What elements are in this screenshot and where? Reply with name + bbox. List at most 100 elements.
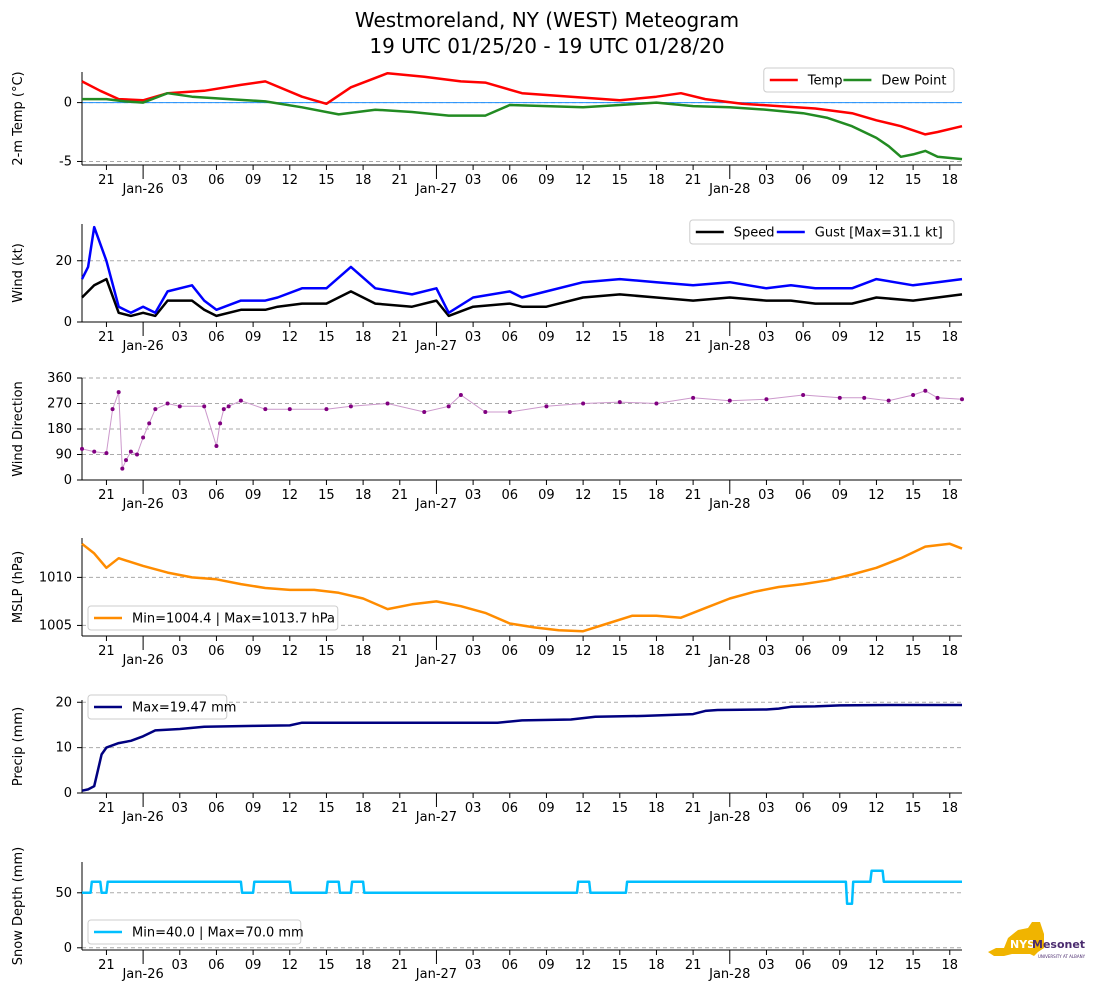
x-tick-label: 03: [758, 173, 775, 188]
x-tick-label: 21: [685, 801, 702, 816]
legend-box: [87, 605, 339, 631]
x-tick-label: 09: [245, 173, 262, 188]
x-tick-label: 03: [172, 173, 189, 188]
series-line: [82, 869, 962, 906]
x-tick-label: 12: [868, 801, 885, 816]
x-tick-label: 06: [502, 644, 519, 659]
x-tick-label: 03: [465, 173, 482, 188]
chart-title-line1: Westmoreland, NY (WEST) Meteogram: [354, 8, 740, 32]
x-tick-label: 03: [465, 644, 482, 659]
legend-box: [87, 919, 302, 945]
x-tick-label: 15: [612, 644, 629, 659]
data-point: [120, 466, 125, 471]
y-tick-label: 1005: [39, 618, 72, 633]
legend-label: Max=19.47 mm: [132, 701, 236, 716]
x-tick-label: 03: [465, 801, 482, 816]
data-point: [385, 401, 390, 406]
x-tick-label: 09: [538, 644, 555, 659]
x-tick-label: 15: [905, 958, 922, 973]
y-tick-label: 360: [47, 371, 72, 386]
legend-label: Min=1004.4 | Max=1013.7 hPa: [132, 612, 335, 627]
logo-subtext: UNIVERSITY AT ALBANY: [1038, 954, 1086, 959]
data-point: [218, 421, 223, 426]
x-tick-label: 12: [868, 330, 885, 345]
series-line: [82, 91, 963, 161]
x-tick-label: 12: [575, 488, 592, 503]
x-day-label: Jan-26: [121, 810, 163, 825]
series-line: [81, 277, 963, 318]
x-tick-label: 18: [942, 330, 959, 345]
data-point: [128, 449, 133, 454]
x-tick-label: 12: [868, 173, 885, 188]
x-tick-label: 21: [392, 958, 409, 973]
x-day-label: Jan-26: [121, 182, 163, 197]
x-tick-label: 06: [795, 644, 812, 659]
x-tick-label: 09: [832, 644, 849, 659]
x-tick-label: 09: [538, 173, 555, 188]
x-tick-label: 09: [245, 330, 262, 345]
x-tick-label: 03: [172, 330, 189, 345]
data-point: [837, 395, 842, 400]
x-tick-label: 06: [502, 330, 519, 345]
x-tick-label: 18: [942, 801, 959, 816]
x-tick-label: 15: [318, 173, 335, 188]
y-tick-label: 50: [55, 886, 72, 901]
logo-nys-text: NYS: [1010, 938, 1035, 951]
x-tick-label: 09: [832, 488, 849, 503]
data-point: [617, 400, 622, 405]
x-tick-label: 18: [648, 644, 665, 659]
series-line: [80, 225, 963, 315]
x-tick-label: 15: [612, 330, 629, 345]
x-day-label: Jan-27: [415, 810, 457, 825]
x-tick-label: 18: [942, 958, 959, 973]
legend-box: [689, 219, 955, 245]
logo-mesonet-text: Mesonet: [1032, 938, 1085, 951]
x-tick-label: 15: [318, 958, 335, 973]
x-day-label: Jan-26: [121, 497, 163, 512]
data-point: [141, 435, 146, 440]
x-tick-label: 18: [355, 330, 372, 345]
x-tick-label: 15: [612, 801, 629, 816]
x-tick-label: 03: [758, 801, 775, 816]
x-tick-label: 21: [685, 958, 702, 973]
x-tick-label: 03: [758, 488, 775, 503]
x-tick-label: 21: [392, 644, 409, 659]
data-point: [263, 407, 268, 412]
x-tick-label: 09: [538, 958, 555, 973]
data-point: [581, 401, 586, 406]
x-tick-label: 06: [208, 644, 225, 659]
x-tick-label: 09: [832, 801, 849, 816]
x-tick-label: 06: [502, 488, 519, 503]
x-day-label: Jan-27: [415, 339, 457, 354]
y-tick-label: 1010: [39, 570, 72, 585]
x-tick-label: 06: [795, 958, 812, 973]
x-tick-label: 18: [355, 488, 372, 503]
data-point: [422, 410, 427, 414]
y-tick-label: 20: [55, 254, 72, 269]
x-tick-label: 03: [465, 488, 482, 503]
x-tick-label: 21: [98, 488, 115, 503]
x-tick-label: 15: [905, 173, 922, 188]
data-point: [110, 407, 115, 412]
y-axis-label: Wind Direction: [11, 381, 26, 477]
x-tick-label: 09: [832, 173, 849, 188]
x-tick-label: 12: [282, 958, 299, 973]
x-tick-label: 03: [172, 644, 189, 659]
x-tick-label: 06: [502, 173, 519, 188]
x-tick-label: 06: [795, 488, 812, 503]
x-day-label: Jan-27: [415, 653, 457, 668]
data-point: [238, 398, 243, 403]
data-point: [135, 452, 139, 457]
y-axis-label: Snow Depth (mm): [11, 847, 26, 965]
y-tick-label: -5: [59, 154, 72, 169]
x-tick-label: 15: [318, 801, 335, 816]
x-tick-label: 15: [905, 488, 922, 503]
y-tick-label: 90: [55, 448, 72, 463]
data-point: [104, 451, 109, 456]
x-tick-label: 21: [98, 801, 115, 816]
x-tick-label: 03: [465, 958, 482, 973]
legend-label: Speed: [734, 226, 775, 241]
y-axis-label: 2-m Temp (°C): [11, 71, 26, 165]
x-tick-label: 06: [208, 801, 225, 816]
x-tick-label: 21: [392, 330, 409, 345]
